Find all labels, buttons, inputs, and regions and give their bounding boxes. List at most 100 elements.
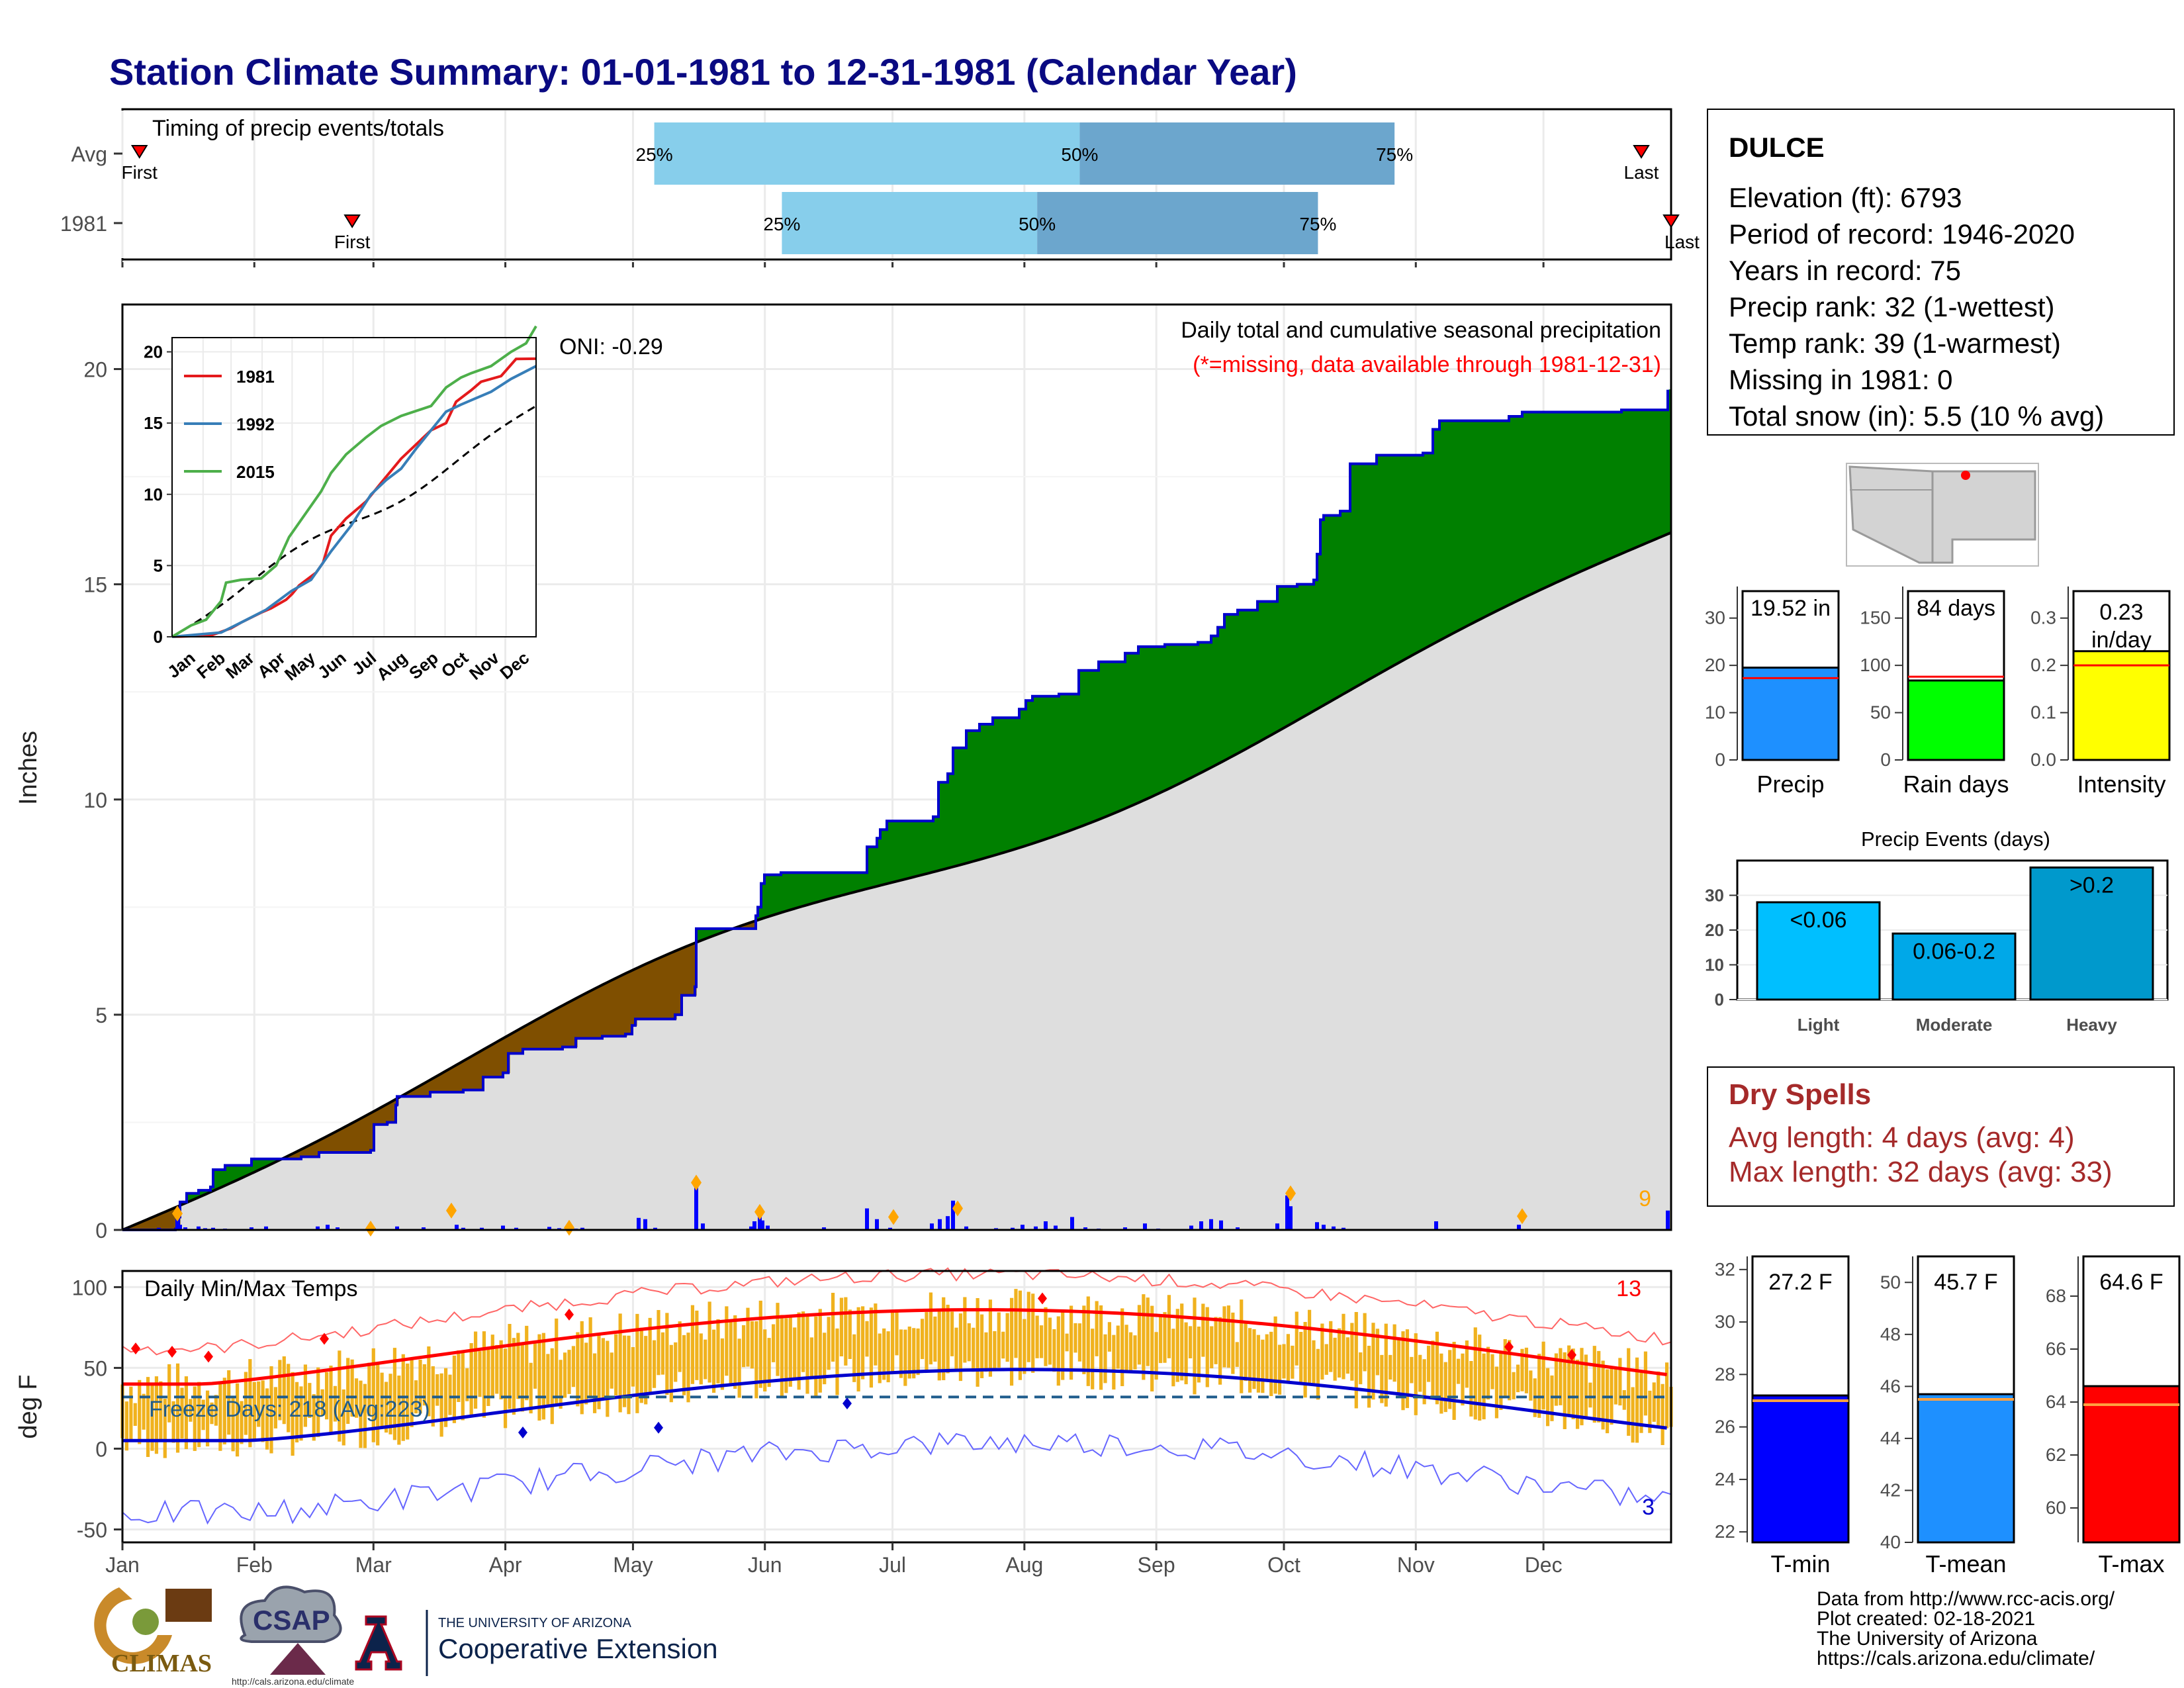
stat-1-ytick-label-2: 100 (1860, 655, 1891, 675)
heavy-event-marker-3 (691, 1174, 702, 1191)
ua-small-text: THE UNIVERSITY OF ARIZONA (438, 1616, 632, 1630)
tstat-2-bar (2082, 1385, 2181, 1544)
tstat-0-ytick-label-0: 22 (1715, 1521, 1735, 1542)
daily-precip-bar-38 (766, 1225, 770, 1230)
precip-ytick-label-2: 10 (83, 788, 107, 812)
stat-0-label: Precip (1756, 771, 1824, 798)
daily-precip-bar-72 (1342, 1227, 1345, 1230)
climas-text: CLIMAS (111, 1650, 212, 1677)
daily-precip-bar-59 (1143, 1223, 1147, 1230)
precip-count-label: 9 (1639, 1186, 1651, 1211)
month-axis: Jan Feb Mar Apr May Jun Jul Aug Sep Oct Nov Dec (105, 1542, 1563, 1577)
daily-precip-bar-6 (211, 1227, 215, 1230)
temps-ytick-label-2: 50 (83, 1356, 107, 1380)
footer-credits: Data from http://www.rcc-acis.org/Plot c… (1817, 1588, 2115, 1669)
daily-precip-bar-45 (946, 1216, 950, 1230)
climas-sun (132, 1609, 159, 1635)
record-high-marker-3 (320, 1333, 329, 1345)
inset-ytick-label-2: 10 (144, 485, 163, 504)
daily-precip-bar-29 (637, 1217, 641, 1230)
daily-precip-bar-9 (264, 1226, 268, 1230)
timing-q2-bar-1 (1037, 192, 1318, 254)
precip-missing-note: (*=missing, data available through 1981-… (1193, 352, 1661, 377)
inset-ytick-label-1: 5 (154, 555, 163, 575)
tstat-1-bar (1917, 1393, 2015, 1544)
footer-line-3: https://cals.arizona.edu/climate/ (1817, 1648, 2095, 1669)
dry-spells-title: Dry Spells (1729, 1078, 1871, 1111)
tstat-1-ytick-label-3: 46 (1880, 1376, 1901, 1396)
heavy-event-marker-7 (1285, 1185, 1296, 1201)
timing-label: Timing of precip events/totals (152, 116, 444, 141)
dry-spells-frame (1707, 1066, 2175, 1207)
station-info-line-6: Total snow (in): 5.5 (10 % avg) (1729, 400, 2104, 432)
station-info: DULCE Elevation (ft): 6793 Period of reco… (1707, 109, 2175, 436)
tstat-1-ytick-label-2: 44 (1880, 1428, 1901, 1448)
month-label-10: Nov (1397, 1553, 1435, 1577)
tstat-0-ytick-label-2: 26 (1715, 1417, 1735, 1437)
stat-1-ytick-label-1: 50 (1870, 702, 1891, 723)
events-ytick-label-3: 30 (1705, 886, 1724, 906)
daily-precip-bar-58 (1123, 1227, 1127, 1230)
tstat-0-value-label: 27.2 F (1768, 1270, 1832, 1295)
stat-0-ytick-label-2: 20 (1705, 655, 1725, 675)
daily-precip-bar-13 (326, 1225, 330, 1230)
daily-precip-bar-14 (336, 1227, 340, 1230)
precip-ytick-label-0: 0 (95, 1219, 107, 1243)
stat-0-ytick-label-0: 0 (1715, 749, 1725, 770)
oni-label: ONI: -0.29 (559, 334, 663, 359)
month-label-7: Aug (1005, 1553, 1043, 1577)
daily-precip-bar-3 (183, 1227, 187, 1230)
station-info-line-3: Precip rank: 32 (1-wettest) (1729, 291, 2055, 322)
tstat-2-ytick-label-4: 68 (2046, 1286, 2066, 1306)
daily-precip-bar-54 (1054, 1225, 1058, 1230)
timing-p75-label-1: 75% (1299, 214, 1336, 234)
stat-1-label: Rain days (1903, 771, 2009, 798)
stat-0-ytick-label-1: 10 (1705, 702, 1725, 723)
record-low-marker-2 (842, 1397, 852, 1410)
daily-precip-bar-37 (760, 1220, 764, 1230)
daily-precip-bar-32 (694, 1184, 698, 1230)
temps-label: Daily Min/Max Temps (144, 1276, 357, 1301)
temps-ytick-label-3: 100 (72, 1276, 107, 1299)
station-info-line-0: Elevation (ft): 6793 (1729, 182, 1962, 213)
climas-swirl (94, 1587, 172, 1664)
csap-mountain (270, 1643, 326, 1675)
daily-precip-bar-2 (178, 1225, 182, 1230)
daily-precip-bar-66 (1275, 1223, 1279, 1230)
daily-precip-bar-50 (1011, 1227, 1015, 1230)
record-high-marker-0 (131, 1342, 140, 1355)
climas-logo: CLIMAS (94, 1587, 212, 1677)
temp-stats-bars: 22 24 26 28 30 32 27.2 F T-min 40 42 44 46 48 50 45.7 … (1715, 1255, 2181, 1577)
avg-max-line (122, 1308, 1667, 1386)
events-ytick-label-0: 0 (1715, 990, 1724, 1009)
daily-precip-bar-12 (316, 1226, 320, 1230)
csap-logo: CSAP http://cals.arizona.edu/climate (232, 1585, 354, 1687)
first-event-marker-0 (130, 145, 148, 159)
footer-line-2: The University of Arizona (1817, 1628, 2038, 1650)
daily-precip-bar-46 (951, 1200, 955, 1230)
freeze-days-label: Freeze Days: 218 (Avg:223) (149, 1397, 430, 1422)
month-label-8: Sep (1138, 1553, 1175, 1577)
tstat-1-ytick-label-1: 42 (1880, 1479, 1901, 1500)
daily-precip-bar-55 (1070, 1217, 1074, 1230)
events-bar-text-heavy: >0.2 (2070, 873, 2114, 898)
temps-ytick-label-1: 0 (95, 1437, 107, 1461)
stat-2-ytick-label-1: 0.1 (2030, 702, 2056, 723)
tstat-1-ytick-label-5: 50 (1880, 1272, 1901, 1292)
daily-precip-bar-19 (455, 1225, 459, 1230)
inset-legend-label-2015: 2015 (236, 462, 275, 482)
timing-panel: Avg 25% 50% 75% First Last 1981 25% 50% 75% First L… (60, 108, 1700, 267)
timing-row-label-1: 1981 (60, 212, 107, 236)
tstat-1-ytick-label-0: 40 (1880, 1532, 1901, 1552)
inset-ytick-label-0: 0 (154, 627, 163, 647)
daily-precip-bar-73 (1434, 1221, 1438, 1230)
heavy-event-marker-2 (564, 1219, 574, 1236)
stat-1-ytick-label-3: 150 (1860, 608, 1891, 628)
inset-frame (171, 337, 537, 637)
logos: CLIMAS CSAP http://cals.arizona.edu/clim… (94, 1585, 718, 1687)
daily-precip-bar-34 (749, 1226, 753, 1230)
daily-precip-bar-43 (930, 1223, 934, 1230)
record-low-marker-1 (654, 1421, 663, 1434)
tstat-2-ytick-label-1: 62 (2046, 1444, 2066, 1465)
temps-panel: Daily Min/Max Temps Freeze Days: 218 (Av… (15, 1267, 1673, 1544)
